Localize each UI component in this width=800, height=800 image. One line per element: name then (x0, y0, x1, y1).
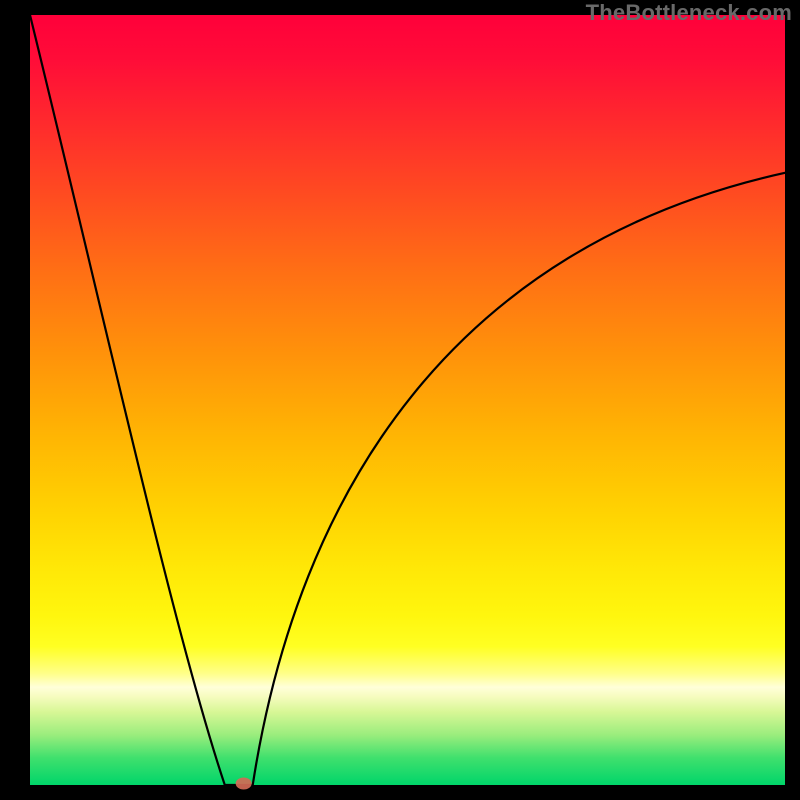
chart-root: TheBottleneck.com (0, 0, 800, 800)
minimum-marker (236, 777, 252, 789)
bottleneck-chart (0, 0, 800, 800)
watermark-text: TheBottleneck.com (586, 0, 792, 26)
